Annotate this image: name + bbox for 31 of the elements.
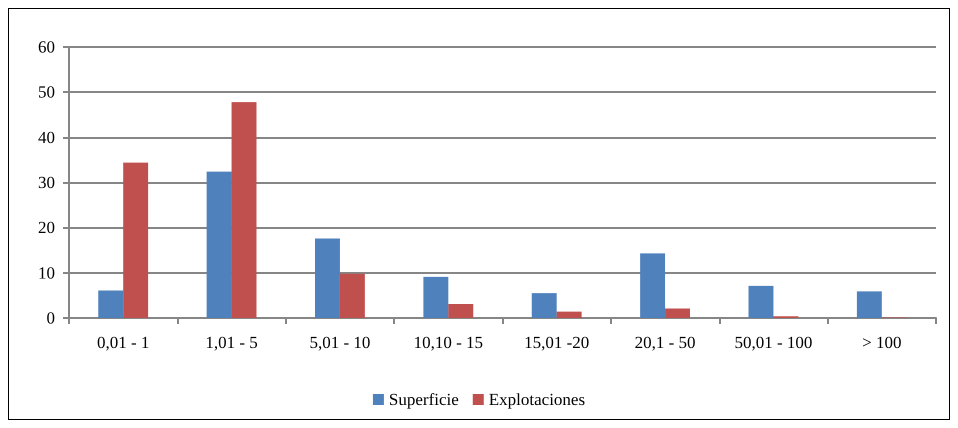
legend-label: Explotaciones [488, 390, 586, 409]
bar [748, 286, 774, 318]
y-tick-label: 30 [38, 173, 55, 192]
bar [640, 253, 666, 318]
x-tick-label: 5,01 - 10 [309, 333, 370, 352]
bar [856, 291, 882, 318]
bar [98, 290, 124, 318]
bar [232, 102, 256, 318]
bar [665, 308, 690, 318]
y-tick-label: 40 [38, 128, 55, 147]
legend-label: Superficie [388, 390, 459, 409]
bar [340, 274, 365, 318]
x-tick-label: 15,01 -20 [524, 333, 590, 352]
bar [206, 172, 232, 318]
x-tick-label: 1,01 - 5 [205, 333, 258, 352]
y-tick-label: 50 [38, 82, 55, 102]
bar [315, 238, 340, 318]
y-tick-label: 10 [38, 263, 55, 282]
x-tick-label: > 100 [862, 333, 902, 352]
bar [423, 276, 448, 318]
x-tick-label: 20,1 - 50 [634, 333, 696, 352]
bar [556, 312, 582, 318]
bar [448, 304, 474, 318]
y-tick-label: 0 [46, 308, 55, 328]
bar [532, 293, 557, 318]
x-tick-label: 0,01 - 1 [96, 333, 150, 352]
y-tick-label: 20 [38, 218, 55, 238]
x-tick-label: 10,10 - 15 [414, 333, 484, 352]
bar [123, 162, 148, 318]
x-tick-label: 50,01 - 100 [734, 333, 812, 352]
y-tick-label: 60 [38, 38, 55, 56]
